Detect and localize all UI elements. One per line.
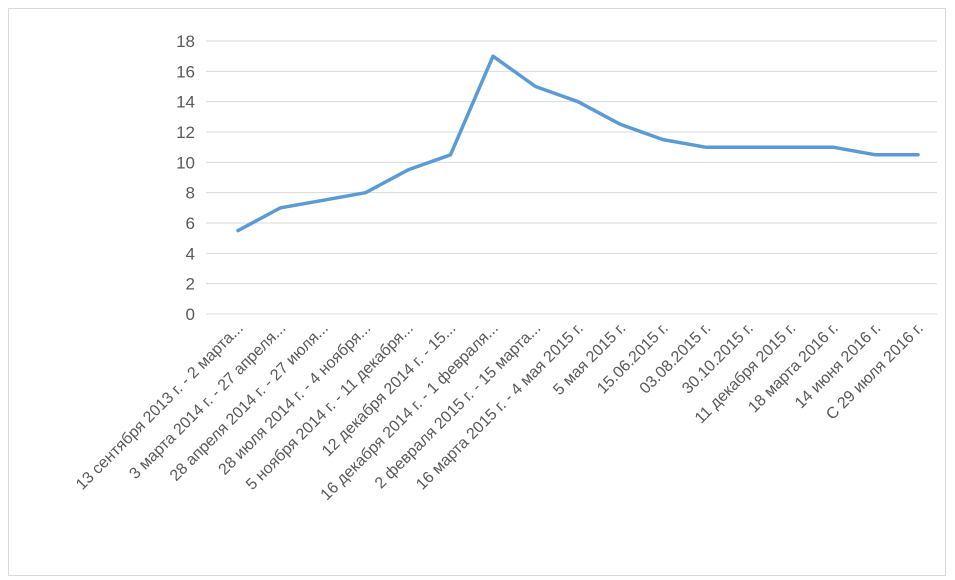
y-tick-label: 4 bbox=[186, 244, 195, 263]
data-point bbox=[661, 138, 665, 142]
data-point bbox=[831, 145, 835, 149]
data-point bbox=[491, 54, 495, 58]
y-tick-label: 0 bbox=[186, 305, 195, 324]
data-point bbox=[236, 229, 240, 233]
series-layer bbox=[236, 54, 920, 233]
chart-area: 0 2 4 6 8 10 12 14 16 18 13 сентября 2013 г. - 2 … bbox=[8, 8, 946, 576]
data-point bbox=[704, 145, 707, 149]
y-tick-label: 10 bbox=[176, 153, 195, 172]
data-point bbox=[619, 122, 622, 126]
x-category-label: 28 апреля 2014 г. - 27 июля... bbox=[167, 320, 332, 485]
data-point bbox=[746, 145, 750, 149]
data-point bbox=[534, 85, 537, 88]
y-tick-label: 12 bbox=[176, 123, 195, 142]
data-point bbox=[874, 153, 877, 157]
line-chart: 0 2 4 6 8 10 12 14 16 18 13 сентября 2013 г. - 2 … bbox=[73, 32, 937, 504]
data-point bbox=[449, 153, 452, 157]
data-point bbox=[279, 206, 282, 210]
gridlines bbox=[206, 40, 937, 315]
y-tick-label: 6 bbox=[186, 214, 195, 233]
x-category-label: 3 марта 2014 г. - 27 апреля... bbox=[126, 320, 289, 483]
y-axis-tick-labels: 0 2 4 6 8 10 12 14 16 18 bbox=[176, 32, 195, 324]
data-point bbox=[321, 198, 325, 202]
data-point bbox=[364, 191, 367, 195]
data-point bbox=[576, 100, 580, 104]
y-tick-label: 8 bbox=[186, 184, 195, 203]
y-tick-label: 16 bbox=[176, 62, 195, 81]
data-point bbox=[916, 153, 920, 157]
y-tick-label: 14 bbox=[176, 93, 195, 112]
y-tick-label: 18 bbox=[176, 32, 195, 51]
series-line bbox=[236, 54, 920, 233]
x-axis-category-labels: 13 сентября 2013 г. - 2 марта...3 марта … bbox=[73, 320, 927, 504]
data-point bbox=[406, 168, 410, 172]
data-point bbox=[789, 145, 792, 149]
y-tick-label: 2 bbox=[186, 275, 195, 294]
